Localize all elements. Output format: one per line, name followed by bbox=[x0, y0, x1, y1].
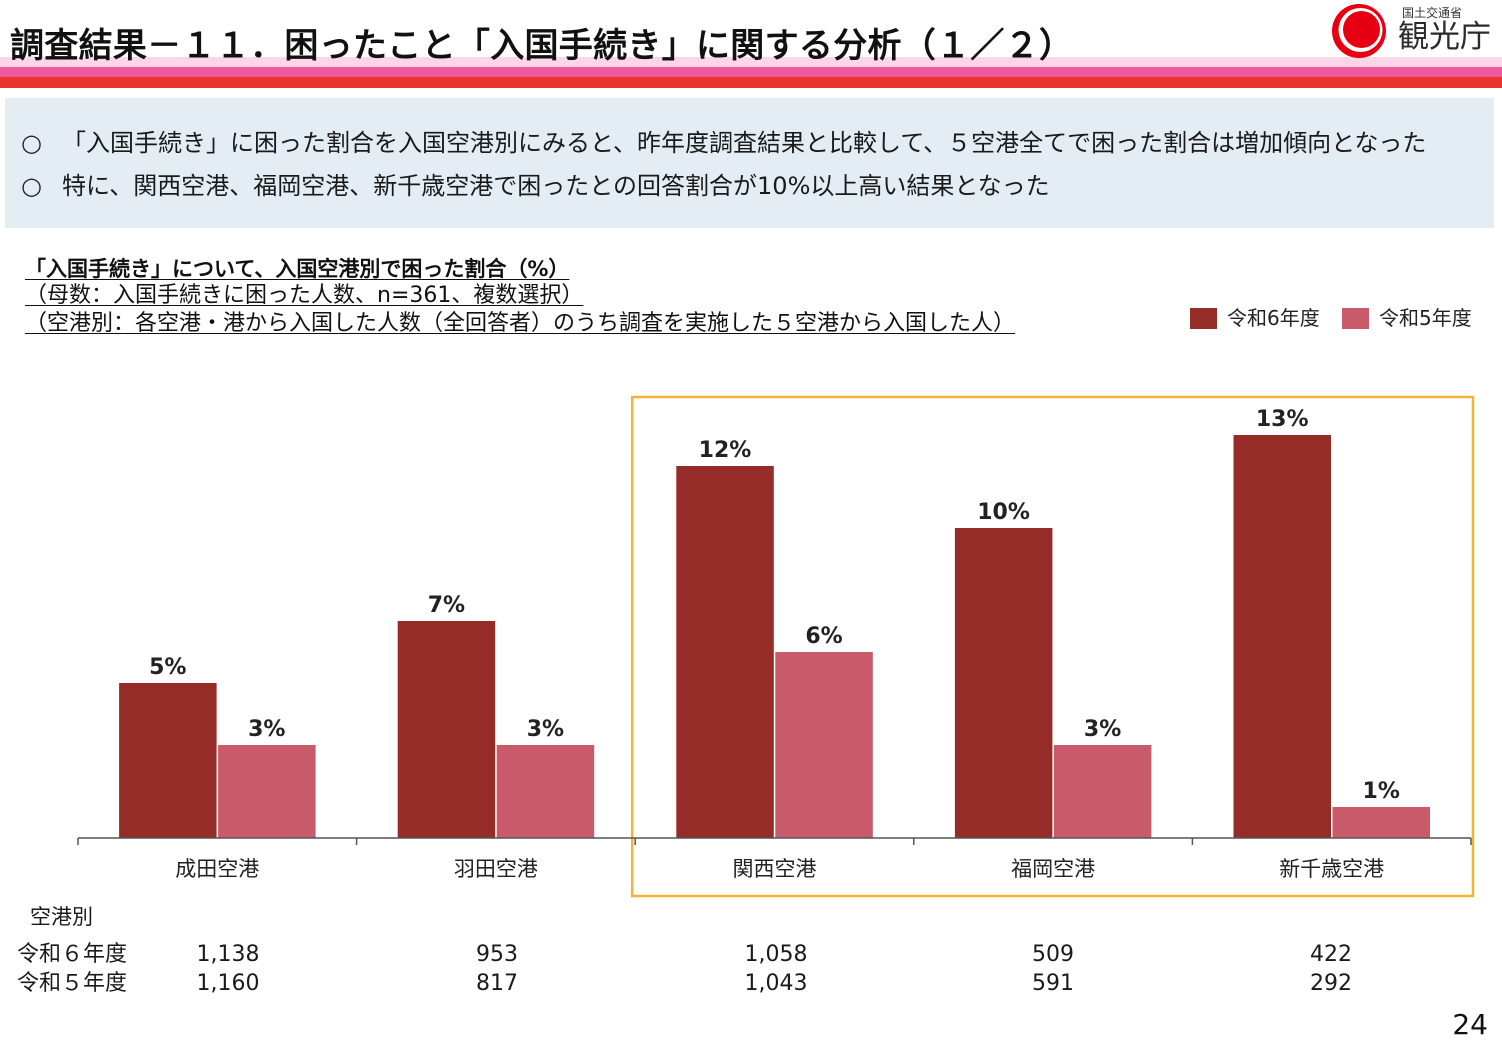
summary-bullet-icon: ○ bbox=[21, 172, 42, 200]
bar-series-2 bbox=[1053, 745, 1152, 838]
bar-value-label: 3% bbox=[1084, 717, 1121, 742]
logo-ministry-name: 国土交通省 bbox=[1402, 6, 1463, 20]
slide-title: 調査結果－１１．困ったこと「入国手続き」に関する分析（１／２） bbox=[10, 26, 1074, 66]
bar-chart: 5% 7% 12% 10% 13% 3% 3% 6% 3% 1% 成田空港 羽田空港 関西空港 福岡空港 新… bbox=[77, 395, 1475, 898]
title-band-pink bbox=[0, 67, 1502, 77]
sample-size-cell: 509 bbox=[1032, 942, 1074, 967]
sample-size-row-label: 令和６年度 bbox=[17, 942, 128, 967]
title-band-red bbox=[0, 77, 1502, 88]
bar-series-1 bbox=[119, 683, 217, 838]
sample-size-heading: 空港別 bbox=[30, 905, 93, 929]
legend-swatch bbox=[1190, 307, 1217, 329]
legend-label: 令和5年度 bbox=[1379, 306, 1472, 330]
sample-size-row-label: 令和５年度 bbox=[17, 971, 128, 996]
category-label: 関西空港 bbox=[733, 857, 817, 881]
bar-series-1 bbox=[1233, 435, 1331, 838]
bar-value-label: 12% bbox=[699, 438, 752, 463]
sample-size-cell: 1,058 bbox=[744, 942, 808, 967]
summary-box: ○ 「入国手続き」に困った割合を入国空港別にみると、昨年度調査結果と比較して、５… bbox=[5, 98, 1494, 228]
bar-value-label: 10% bbox=[977, 500, 1030, 525]
legend-item: 令和6年度 bbox=[1190, 305, 1320, 331]
title-band-light bbox=[0, 57, 1502, 67]
chart-note: （空港別：各空港・港から入国した人数（全回答者）のうち調査を実施した５空港から入… bbox=[25, 311, 1016, 336]
bar-series-2 bbox=[1332, 807, 1430, 838]
sample-size-cell: 1,043 bbox=[744, 971, 808, 996]
bar-value-label: 7% bbox=[428, 593, 465, 618]
category-label: 新千歳空港 bbox=[1279, 857, 1384, 881]
highlight-box bbox=[630, 395, 1475, 898]
legend-item: 令和5年度 bbox=[1342, 305, 1472, 331]
bar-series-1 bbox=[954, 528, 1053, 838]
chart-legend: 令和6年度 令和5年度 bbox=[1190, 305, 1490, 331]
bar-series-2 bbox=[496, 745, 595, 838]
sample-size-cell: 1,138 bbox=[196, 942, 260, 967]
bar-series-2 bbox=[775, 652, 873, 838]
logo-inner-sun bbox=[1343, 11, 1380, 48]
sample-size-table: 空港別 令和６年度 令和５年度 1,138 953 1,058 509 422 1,160… bbox=[0, 895, 1502, 1005]
bar-value-label: 1% bbox=[1363, 779, 1400, 804]
bar-value-label: 6% bbox=[805, 624, 842, 649]
legend-label: 令和6年度 bbox=[1227, 306, 1320, 330]
category-label: 成田空港 bbox=[175, 857, 259, 881]
category-label: 福岡空港 bbox=[1011, 857, 1095, 881]
sample-size-cell: 1,160 bbox=[196, 971, 260, 996]
sample-size-cell: 591 bbox=[1032, 971, 1074, 996]
bar-series-1 bbox=[676, 466, 774, 838]
summary-text: 特に、関西空港、福岡空港、新千歳空港で困ったとの回答割合が10%以上高い結果とな… bbox=[62, 172, 1050, 200]
chart-note: （母数：入国手続きに困った人数、n=361、複数選択） bbox=[25, 283, 584, 308]
jta-logo-icon bbox=[1332, 4, 1386, 58]
bar-series-1 bbox=[397, 621, 496, 838]
logo-agency-name: 観光庁 bbox=[1398, 19, 1491, 55]
sample-size-cell: 422 bbox=[1310, 942, 1352, 967]
sample-size-cell: 292 bbox=[1310, 971, 1352, 996]
page-number: 24 bbox=[1452, 1008, 1488, 1041]
chart-title: 「入国手続き」について、入国空港別で困った割合（%） bbox=[25, 257, 570, 281]
bar-value-label: 3% bbox=[527, 717, 564, 742]
legend-swatch bbox=[1342, 307, 1369, 329]
summary-bullet-icon: ○ bbox=[21, 129, 42, 157]
sample-size-cell: 817 bbox=[476, 971, 518, 996]
bar-value-label: 13% bbox=[1256, 407, 1309, 432]
bar-value-label: 5% bbox=[149, 655, 186, 680]
summary-text: 「入国手続き」に困った割合を入国空港別にみると、昨年度調査結果と比較して、５空港… bbox=[62, 129, 1427, 157]
category-label: 羽田空港 bbox=[454, 857, 538, 881]
bar-series-2 bbox=[218, 745, 316, 838]
sample-size-cell: 953 bbox=[476, 942, 518, 967]
bar-value-label: 3% bbox=[248, 717, 285, 742]
